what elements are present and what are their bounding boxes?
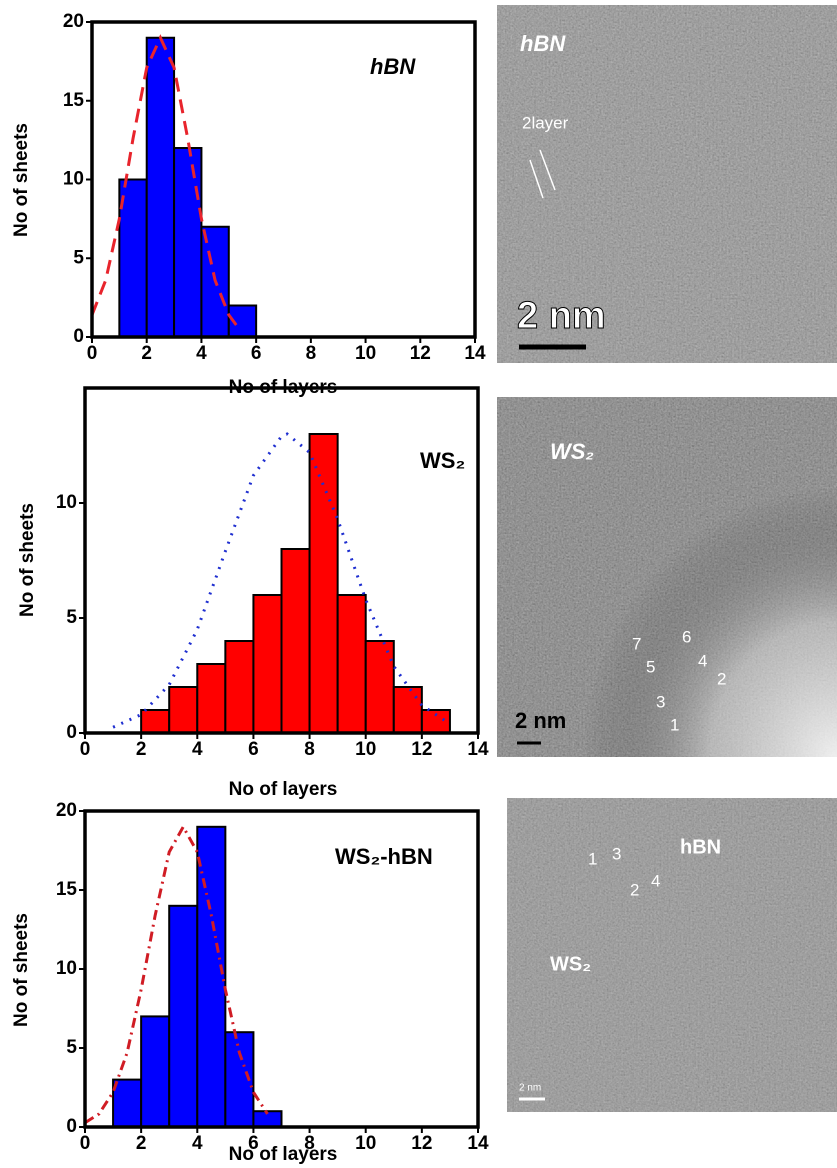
histogram-bar: [112, 1078, 143, 1128]
y-tick-label: 20: [56, 800, 77, 821]
x-tick-label: 0: [80, 1133, 91, 1154]
y-tick-label: 0: [66, 722, 77, 743]
x-tick-label: 4: [192, 739, 203, 760]
x-tick-label: 8: [304, 739, 315, 760]
x-tick-label: 14: [464, 343, 486, 364]
layer-line: [529, 159, 544, 199]
image-label: hBN: [520, 31, 566, 56]
annotation: WS₂-hBN: [335, 844, 433, 869]
fit-curve: [112, 432, 451, 729]
histogram-bar: [224, 640, 255, 734]
x-tick-label: 12: [411, 1133, 432, 1154]
x-tick-label: 4: [196, 343, 207, 364]
chart: 0 2 4 6 8 10 12 14 0 5 10 No of layers No of sheets W…: [17, 386, 489, 800]
x-tick-label: 10: [355, 739, 376, 760]
image-label: 1: [588, 849, 597, 868]
tem-image: 1 3 2 4 hBN WS₂ 2 nm: [507, 798, 837, 1112]
layer-line: [539, 149, 556, 191]
image-label: 4: [698, 651, 707, 670]
x-tick-label: 14: [467, 1133, 489, 1154]
x-tick-label: 6: [251, 343, 262, 364]
x-tick-label: 0: [80, 739, 91, 760]
histogram-bar: [196, 663, 227, 734]
image-label: 5: [646, 657, 655, 676]
histogram-bar: [168, 686, 199, 734]
x-tick-label: 2: [136, 739, 147, 760]
x-tick-label: 12: [410, 343, 431, 364]
scale-label: 2 nm: [519, 1083, 541, 1094]
image-label: 3: [656, 692, 665, 711]
y-tick-label: 20: [63, 11, 84, 32]
histogram-bar: [308, 433, 339, 734]
image-label: 7: [632, 634, 641, 653]
histogram-bar: [196, 825, 227, 1128]
histogram-bar: [140, 1015, 171, 1129]
chart: 0 2 4 6 8 10 12 14 0 5 10 15 20 No of layers No of she…: [11, 800, 489, 1165]
fit-curve: [90, 34, 239, 327]
y-tick-label: 5: [73, 247, 84, 268]
y-tick-label: 15: [56, 879, 78, 900]
y-tick-label: 5: [66, 607, 77, 628]
scale-label: 2 nm: [517, 295, 606, 337]
x-tick-label: 8: [304, 1133, 315, 1154]
x-tick-label: 0: [87, 343, 98, 364]
image-label: 1: [670, 715, 679, 734]
y-tick-label: 5: [66, 1037, 77, 1058]
histogram-bar: [364, 640, 395, 734]
image-label: 4: [651, 871, 660, 890]
annotation: hBN: [370, 54, 416, 79]
y-tick-label: 0: [73, 326, 84, 347]
x-axis-label: No of layers: [229, 779, 338, 800]
histogram-bar: [392, 686, 423, 734]
x-tick-label: 6: [248, 1133, 259, 1154]
image-label: WS₂: [550, 439, 594, 464]
x-axis-label: No of layers: [229, 1144, 338, 1165]
y-tick-label: 15: [63, 90, 85, 111]
x-tick-label: 4: [192, 1133, 203, 1154]
histogram-bar: [173, 147, 203, 338]
y-tick-label: 0: [66, 1116, 77, 1137]
x-tick-label: 14: [467, 739, 489, 760]
image-label: WS₂: [550, 953, 591, 975]
image-label: 2layer: [522, 113, 569, 132]
histogram-bar: [145, 36, 176, 338]
x-tick-label: 12: [411, 739, 432, 760]
x-tick-label: 10: [355, 343, 376, 364]
y-axis-label: No of sheets: [11, 913, 32, 1027]
image-label: hBN: [680, 836, 721, 858]
image-label: 2: [630, 880, 639, 899]
tem-image: hBN 2layer 2 nm: [497, 5, 837, 363]
histogram-bar: [280, 548, 311, 734]
image-label: 2: [717, 669, 726, 688]
y-tick-label: 10: [63, 169, 84, 190]
histogram-bar: [336, 594, 367, 734]
x-tick-label: 10: [355, 1133, 376, 1154]
x-tick-label: 2: [136, 1133, 147, 1154]
scale-label: 2 nm: [515, 708, 566, 733]
histogram-bar: [140, 709, 171, 734]
x-tick-label: 2: [141, 343, 152, 364]
y-tick-label: 10: [56, 958, 77, 979]
annotation: WS₂: [420, 448, 465, 473]
tem-image: WS₂ 7 6 5 4 3 2 1 2 nm: [497, 397, 837, 757]
image-label: 6: [682, 627, 691, 646]
y-axis-label: No of sheets: [17, 503, 38, 617]
plot-frame: [83, 386, 480, 735]
histogram-bar: [168, 904, 199, 1128]
fit-curve: [84, 823, 269, 1124]
x-tick-label: 8: [306, 343, 317, 364]
x-tick-label: 6: [248, 739, 259, 760]
y-tick-label: 10: [56, 492, 77, 513]
histogram-bar: [252, 594, 283, 734]
y-axis-label: No of sheets: [11, 123, 32, 237]
image-label: 3: [612, 844, 621, 863]
